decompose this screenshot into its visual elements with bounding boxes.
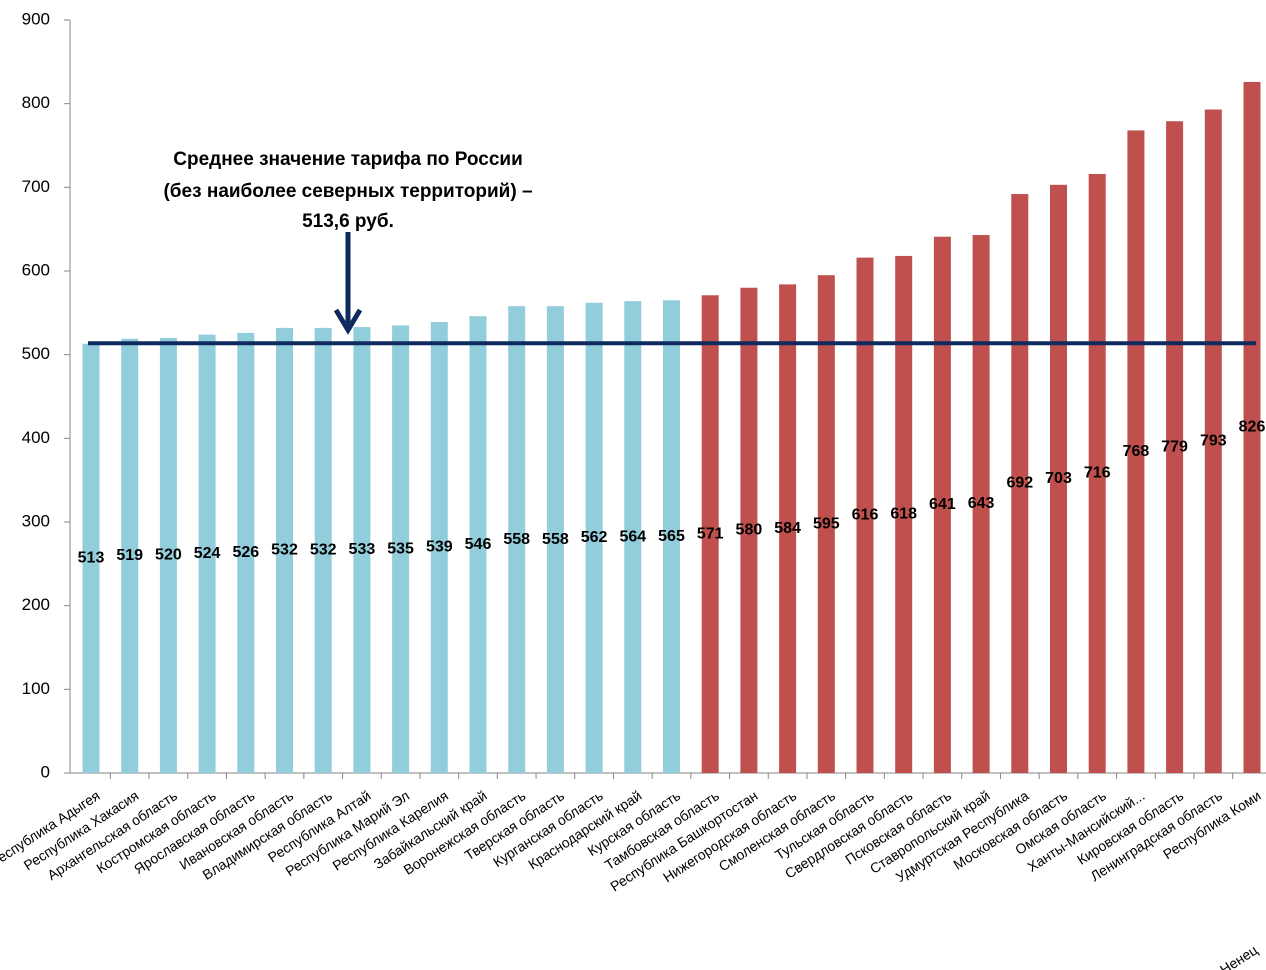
bar	[469, 316, 487, 773]
data-label: 618	[890, 506, 917, 523]
data-label: 513	[78, 550, 105, 567]
data-label: 562	[581, 529, 608, 546]
bar	[585, 302, 603, 773]
clipped-label: Ненец	[1217, 942, 1260, 970]
y-tick-label: 900	[22, 9, 50, 28]
bar	[1088, 173, 1106, 774]
y-tick-label: 500	[22, 344, 50, 363]
bar	[663, 300, 680, 773]
data-label: 793	[1200, 432, 1227, 449]
y-tick-label: 700	[22, 177, 50, 196]
data-label: 526	[232, 544, 259, 561]
bar	[740, 287, 758, 773]
data-label: 716	[1084, 465, 1111, 482]
bar	[933, 236, 951, 774]
data-label: 558	[542, 531, 569, 548]
data-label: 564	[619, 528, 646, 545]
bar	[817, 275, 835, 773]
data-label: 768	[1123, 443, 1150, 460]
bar	[779, 284, 797, 773]
bar	[276, 327, 293, 773]
bar	[1204, 109, 1222, 774]
bar	[121, 338, 139, 773]
bar	[1050, 184, 1067, 773]
bar	[701, 295, 719, 773]
bar	[314, 327, 332, 773]
y-tick-label: 100	[22, 679, 50, 698]
bar	[1127, 130, 1145, 773]
data-label: 571	[697, 525, 724, 542]
annotation-arrowhead	[333, 308, 363, 335]
y-tick-label: 300	[22, 511, 50, 530]
bar	[1243, 81, 1261, 773]
data-label: 692	[1006, 475, 1033, 492]
y-tick-label: 800	[22, 93, 50, 112]
data-label: 524	[194, 545, 221, 562]
data-label: 539	[426, 539, 453, 556]
data-label: 558	[503, 531, 530, 548]
bar	[1166, 121, 1184, 773]
y-tick-label: 0	[41, 762, 50, 781]
y-tick-label: 600	[22, 260, 50, 279]
data-label: 565	[658, 528, 685, 545]
data-label: 616	[852, 507, 879, 524]
data-label: 533	[349, 541, 376, 558]
bar	[856, 257, 874, 773]
bar	[159, 337, 177, 773]
data-label: 532	[310, 542, 337, 559]
annotation: (без наиболее северных территорий) –	[163, 181, 532, 202]
data-label: 520	[155, 547, 182, 564]
data-label: 703	[1045, 470, 1072, 487]
bar	[430, 322, 448, 773]
data-label: 643	[968, 495, 995, 512]
bar	[237, 332, 255, 773]
data-label: 584	[774, 520, 801, 537]
annotation: Среднее значение тарифа по России	[173, 149, 523, 170]
bar	[392, 325, 410, 773]
data-label: 535	[387, 540, 414, 557]
bar	[972, 235, 990, 774]
data-label: 826	[1239, 419, 1266, 436]
bar	[624, 301, 642, 773]
annotation: 513,6 руб.	[302, 211, 394, 232]
bar	[895, 255, 913, 773]
data-label: 532	[271, 542, 298, 559]
data-label: 546	[465, 536, 492, 553]
data-label: 519	[116, 547, 143, 564]
data-label: 779	[1161, 438, 1188, 455]
data-label: 580	[736, 522, 763, 539]
y-tick-label: 200	[22, 595, 50, 614]
bar	[1011, 194, 1029, 773]
y-tick-label: 400	[22, 428, 50, 447]
data-label: 641	[929, 496, 956, 513]
data-label: 595	[813, 515, 840, 532]
bar	[198, 334, 216, 773]
bar	[82, 343, 100, 773]
bar	[508, 306, 526, 773]
bar	[546, 306, 564, 773]
bar	[353, 327, 371, 773]
